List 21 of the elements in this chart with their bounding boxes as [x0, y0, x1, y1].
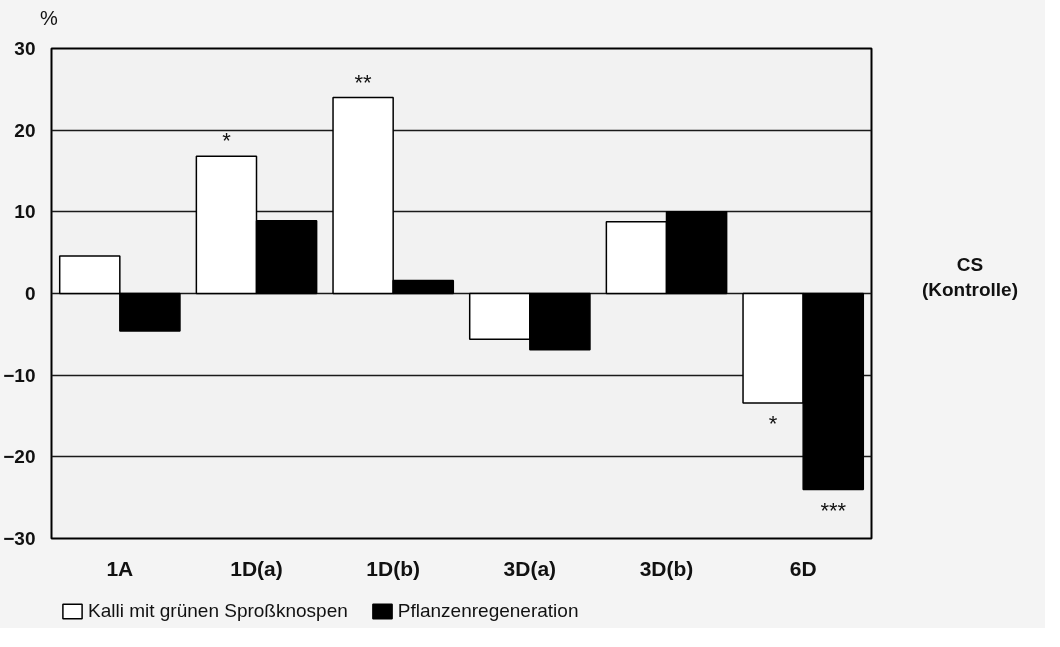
- annotation: *: [768, 410, 778, 436]
- annotation: **: [354, 69, 373, 95]
- y-tick-label: 0: [24, 283, 36, 304]
- x-tick-label: 3D(b): [639, 556, 694, 580]
- x-tick-label: 1D(b): [366, 556, 421, 580]
- legend-label: Pflanzenregeneration: [397, 600, 579, 622]
- legend-label: Kalli mit grünen Sproßknospen: [88, 600, 348, 622]
- x-tick-label: 3D(a): [503, 556, 557, 580]
- y-tick-label: −20: [3, 446, 36, 468]
- y-tick-label: −30: [3, 528, 36, 549]
- annotation: *: [222, 128, 232, 154]
- y-tick-label: 10: [14, 201, 36, 223]
- y-tick-label: 30: [14, 38, 36, 59]
- x-tick-label: 6D: [789, 556, 817, 580]
- x-tick-label: 1A: [106, 556, 134, 580]
- y-tick-label: 20: [14, 119, 36, 141]
- y-tick-label: −10: [3, 364, 36, 386]
- y-axis-title: %: [40, 6, 58, 31]
- annotation: ***: [820, 497, 847, 523]
- text: CS (Kontrolle): [921, 253, 1019, 302]
- x-tick-label: 1D(a): [230, 556, 283, 580]
